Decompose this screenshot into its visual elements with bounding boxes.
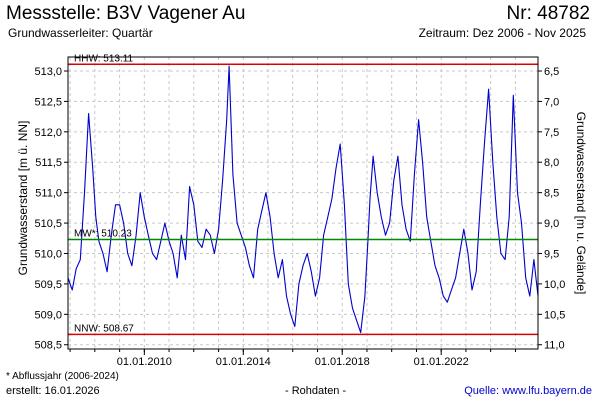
series-layer <box>67 65 539 334</box>
period-label: Zeitraum: Dez 2006 - Nov 2025 <box>418 26 586 40</box>
y-tick-label: 512,0 <box>34 127 62 139</box>
reference-label: MW*: 510.23 <box>74 229 132 240</box>
grid-lines <box>68 57 538 349</box>
created-date: erstellt: 16.01.2026 <box>6 385 100 397</box>
y2-tick-label: 9,5 <box>544 248 559 260</box>
station-title: Messstelle: B3V Vagener Au <box>6 3 246 24</box>
y-tick-label: 511,5 <box>35 157 62 169</box>
footnote: * Abflussjahr (2006-2024) <box>6 371 119 382</box>
raw-data-label: - Rohdaten - <box>285 385 347 397</box>
y-tick-label: 508,5 <box>34 340 62 352</box>
y-tick-label: 510,5 <box>34 218 62 230</box>
y2-tick-label: 11,0 <box>544 340 565 352</box>
aquifer-label: Grundwasserleiter: Quartär <box>8 26 153 40</box>
reference-label: HHW: 513.11 <box>74 53 134 64</box>
x-tick-label: 01.01.2022 <box>414 356 469 368</box>
y2-tick-label: 6,5 <box>544 66 559 78</box>
y-tick-label: 509,5 <box>34 279 62 291</box>
axes: 508,5 509,0 509,5 510,0 510,5 511,0 511,5 512,0… <box>34 66 565 368</box>
y-tick-label: 513,0 <box>34 66 62 78</box>
y2-tick-label: 8,5 <box>544 188 559 200</box>
y2-axis-label: Grundwasserstand [m u. Gelände] <box>574 112 588 295</box>
source-link[interactable]: Quelle: www.lfu.bayern.de <box>464 385 592 397</box>
y-tick-label: 510,0 <box>34 248 62 260</box>
x-tick-label: 01.01.2010 <box>117 356 172 368</box>
reference-label: NNW: 508.67 <box>74 323 134 334</box>
y-tick-label: 509,0 <box>34 309 62 321</box>
reference-lines: HHW: 513.11 MW*: 510.23 NNW: 508.67 <box>68 53 538 336</box>
x-tick-label: 01.01.2014 <box>216 356 271 368</box>
y-axis-label: Grundwasserstand [m ü. NN] <box>16 121 30 276</box>
y2-tick-label: 8,0 <box>544 157 559 169</box>
y2-tick-label: 10,5 <box>544 309 565 321</box>
station-number: Nr: 48782 <box>506 3 590 24</box>
y2-tick-label: 9,0 <box>544 218 559 230</box>
y-tick-label: 511,0 <box>35 188 62 200</box>
y-tick-label: 512,5 <box>34 96 62 108</box>
x-tick-label: 01.01.2018 <box>315 356 370 368</box>
y2-tick-label: 7,0 <box>544 96 559 108</box>
y2-tick-label: 10,0 <box>544 279 565 291</box>
y2-tick-label: 7,5 <box>544 127 559 139</box>
groundwater-series-line <box>67 65 539 334</box>
plot-frame <box>67 56 539 350</box>
